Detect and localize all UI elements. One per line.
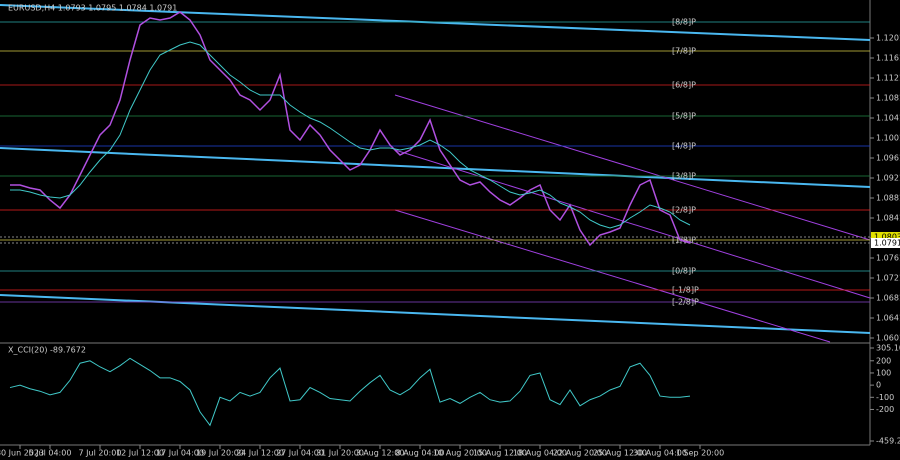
x-tick-label: 30 Aug 04:00	[633, 449, 687, 458]
channel-line	[394, 149, 871, 299]
y-tick-label: 0	[876, 381, 881, 390]
y-tick-label: -100	[876, 393, 894, 402]
series-line	[10, 11, 691, 247]
level-label: [7/8]P	[672, 47, 696, 56]
x-tick-label: 5 Jul 04:00	[29, 449, 72, 458]
x-tick-label: 30 Jun 2023	[0, 449, 44, 458]
x-tick-label: 17 Jul 04:00	[156, 449, 204, 458]
level-label: [8/8]P	[672, 18, 696, 27]
level-label: [5/8]P	[672, 112, 696, 121]
indicator-title: X_CCI(20) -89.7672	[8, 346, 86, 355]
trend-line	[0, 147, 871, 188]
trend-lines	[0, 4, 871, 343]
x-tick-label: 27 Jul 04:00	[276, 449, 324, 458]
price-tag: 1.0803	[874, 233, 900, 242]
level-label: [1/8]P	[672, 236, 696, 245]
level-label: [3/8]P	[672, 172, 696, 181]
channel-line	[394, 94, 871, 241]
x-tick-label: 7 Jul 20:00	[79, 449, 122, 458]
level-label: [2/8]P	[672, 206, 696, 215]
level-label: [4/8]P	[672, 142, 696, 151]
y-tick-label: -459.2717	[876, 437, 900, 446]
trend-line	[0, 294, 871, 334]
x-tick-label: 3 Aug 12:00	[356, 449, 405, 458]
series-line	[9, 357, 691, 427]
x-tick-label: 15 Aug 12:00	[473, 449, 527, 458]
x-tick-label: 22 Aug 20:00	[553, 449, 607, 458]
price-tag-box	[871, 232, 900, 242]
channel-line	[394, 209, 831, 343]
x-tick-label: 12 Jul 12:00	[116, 449, 164, 458]
level-label: [-2/8]P	[672, 298, 699, 307]
level-label: [0/8]P	[672, 267, 696, 276]
x-tick-label: 31 Jul 20:00	[316, 449, 364, 458]
y-tick-label: 100	[876, 368, 891, 377]
x-tick-label: 18 Aug 04:00	[513, 449, 567, 458]
price-tag-box	[871, 238, 900, 248]
y-tick-label: 200	[876, 356, 891, 365]
level-label: [-1/8]P	[672, 286, 699, 295]
level-label: [6/8]P	[672, 81, 696, 90]
x-tick-label: 10 Aug 20:00	[433, 449, 487, 458]
x-tick-label: 19 Jul 20:00	[196, 449, 244, 458]
x-tick-label: 1 Sep 20:00	[676, 449, 724, 458]
y-tick-label: -200	[876, 405, 894, 414]
x-tick-label: 8 Aug 04:00	[396, 449, 445, 458]
series-line	[10, 41, 691, 229]
price-tag: 1.0791	[874, 239, 900, 248]
x-tick-label: 25 Aug 12:00	[593, 449, 647, 458]
x-tick-label: 24 Jul 12:00	[236, 449, 284, 458]
chart-title: EURUSD,H4 1.0793 1.0795 1.0784 1.0791	[8, 4, 177, 13]
y-tick-label: 305.1099	[876, 344, 900, 353]
